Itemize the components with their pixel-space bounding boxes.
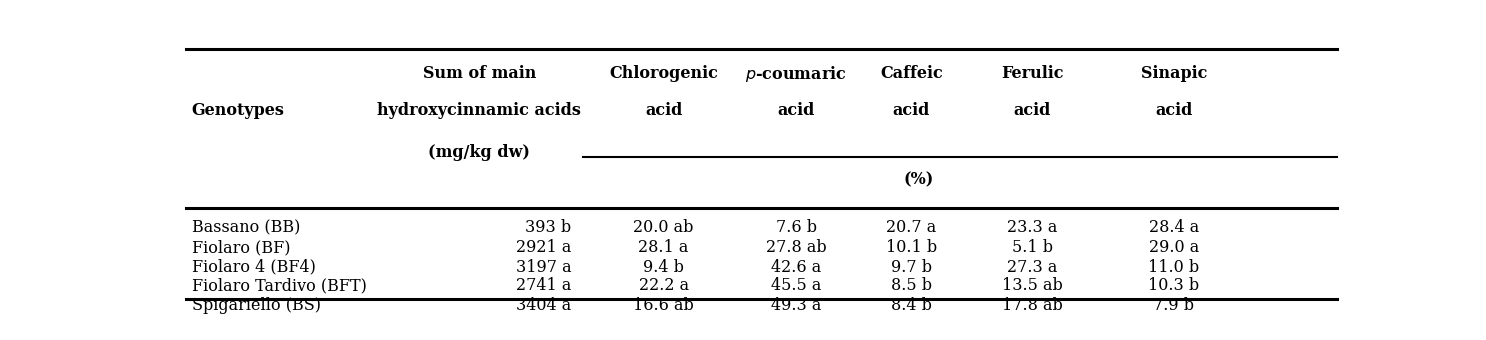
Text: 22.2 a: 22.2 a [639,277,688,294]
Text: (%): (%) [903,171,933,188]
Text: Genotypes: Genotypes [192,102,284,119]
Text: 20.7 a: 20.7 a [886,220,936,237]
Text: acid: acid [777,102,814,119]
Text: 16.6 ab: 16.6 ab [633,297,694,314]
Text: Caffeic: Caffeic [880,65,942,82]
Text: 9.7 b: 9.7 b [890,259,932,276]
Text: acid: acid [1013,102,1051,119]
Text: 2741 a: 2741 a [516,277,572,294]
Text: Fiolaro (BF): Fiolaro (BF) [192,239,290,256]
Text: 7.9 b: 7.9 b [1153,297,1195,314]
Text: 10.3 b: 10.3 b [1149,277,1199,294]
Text: 393 b: 393 b [526,220,572,237]
Text: Chlorogenic: Chlorogenic [609,65,718,82]
Text: 9.4 b: 9.4 b [643,259,684,276]
Text: 3197 a: 3197 a [516,259,572,276]
Text: acid: acid [893,102,930,119]
Text: Sum of main: Sum of main [422,65,536,82]
Text: 45.5 a: 45.5 a [771,277,822,294]
Text: 2921 a: 2921 a [516,239,572,256]
Text: 23.3 a: 23.3 a [1008,220,1058,237]
Text: acid: acid [645,102,682,119]
Text: 11.0 b: 11.0 b [1149,259,1199,276]
Text: 28.1 a: 28.1 a [639,239,690,256]
Text: 13.5 ab: 13.5 ab [1002,277,1062,294]
Text: 8.5 b: 8.5 b [890,277,932,294]
Text: Bassano (BB): Bassano (BB) [192,220,300,237]
Text: Ferulic: Ferulic [1002,65,1064,82]
Text: 3404 a: 3404 a [516,297,572,314]
Text: 5.1 b: 5.1 b [1012,239,1052,256]
Text: 42.6 a: 42.6 a [771,259,822,276]
Text: $\it{p}$-coumaric: $\it{p}$-coumaric [746,64,847,84]
Text: acid: acid [1155,102,1193,119]
Text: 7.6 b: 7.6 b [776,220,817,237]
Text: 27.8 ab: 27.8 ab [765,239,826,256]
Text: 29.0 a: 29.0 a [1149,239,1199,256]
Text: 17.8 ab: 17.8 ab [1002,297,1062,314]
Text: 49.3 a: 49.3 a [771,297,822,314]
Text: Fiolaro 4 (BF4): Fiolaro 4 (BF4) [192,259,315,276]
Text: 8.4 b: 8.4 b [890,297,932,314]
Text: 27.3 a: 27.3 a [1008,259,1058,276]
Text: 28.4 a: 28.4 a [1149,220,1199,237]
Text: Sinapic: Sinapic [1141,65,1207,82]
Text: Fiolaro Tardivo (BFT): Fiolaro Tardivo (BFT) [192,277,367,294]
Text: hydroxycinnamic acids: hydroxycinnamic acids [377,102,581,119]
Text: Spigariello (BS): Spigariello (BS) [192,297,321,314]
Text: 20.0 ab: 20.0 ab [633,220,694,237]
Text: 10.1 b: 10.1 b [886,239,936,256]
Text: (mg/kg dw): (mg/kg dw) [428,143,531,160]
